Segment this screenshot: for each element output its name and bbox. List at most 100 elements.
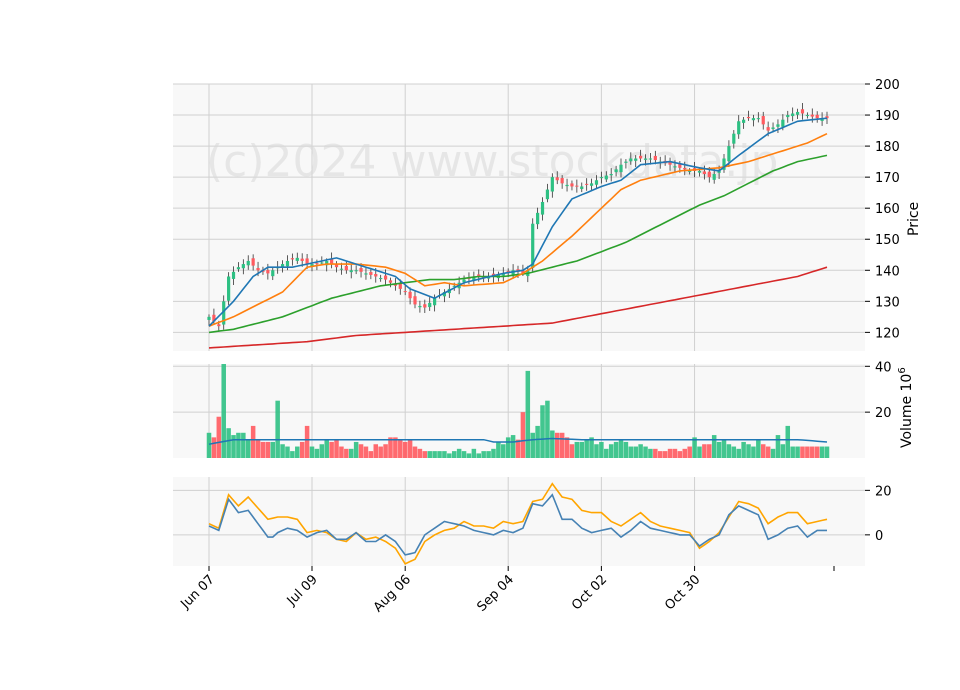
price-panel-bg — [173, 84, 865, 351]
candle-down — [570, 183, 574, 187]
volume-bar — [368, 451, 374, 458]
candle-up — [271, 270, 275, 277]
candle-down — [413, 296, 417, 305]
volume-bar — [657, 451, 663, 458]
volume-bar — [790, 446, 795, 458]
volume-bar — [765, 446, 771, 458]
candle-down — [575, 185, 579, 187]
volume-bar — [275, 400, 280, 458]
candle-up — [732, 133, 736, 144]
candle-down — [398, 283, 402, 289]
candle-down — [800, 109, 805, 114]
volume-bar — [486, 451, 491, 458]
candle-up — [222, 301, 226, 325]
volume-bar — [594, 444, 599, 458]
x-tick-label: Aug 06 — [371, 572, 414, 615]
candle-down — [388, 280, 393, 283]
volume-bar — [628, 446, 634, 458]
candle-down — [305, 258, 309, 265]
volume-bar — [231, 435, 236, 458]
volume-bar — [447, 453, 452, 458]
volume-bar — [250, 425, 256, 458]
price-tick-label: 190 — [875, 109, 900, 124]
candle-down — [815, 114, 819, 119]
volume-bar — [358, 444, 364, 458]
volume-bar — [255, 439, 261, 458]
volume-bar — [510, 435, 516, 458]
candle-up — [742, 119, 746, 123]
watermark: (c)2024 www.stockdata.jp — [206, 136, 778, 187]
candle-up — [285, 260, 290, 267]
candle-up — [619, 164, 623, 173]
candle-up — [442, 292, 447, 297]
volume-bar — [677, 451, 683, 458]
volume-bar — [309, 446, 315, 458]
candle-up — [462, 279, 466, 283]
candle-up — [697, 170, 702, 173]
candle-down — [334, 264, 339, 268]
candle-down — [408, 291, 412, 299]
candle-up — [428, 302, 432, 308]
candle-down — [212, 314, 216, 322]
candle-up — [688, 170, 692, 172]
volume-bar — [819, 446, 825, 458]
volume-bar — [599, 441, 604, 458]
volume-bar — [501, 444, 506, 458]
candle-down — [653, 155, 657, 161]
candle-down — [344, 265, 348, 271]
candle-down — [266, 270, 270, 274]
candle-down — [290, 258, 294, 260]
candle-up — [776, 124, 780, 127]
volume-bar — [554, 432, 560, 458]
x-tick-label: Sep 04 — [474, 572, 517, 615]
volume-bar — [461, 451, 467, 458]
candle-up — [727, 146, 731, 162]
volume-bar — [290, 451, 295, 458]
candle-up — [540, 201, 545, 215]
volume-bar — [618, 439, 624, 458]
candle-down — [251, 258, 255, 266]
candle-up — [565, 184, 569, 187]
volume-bar — [535, 425, 540, 458]
candle-up — [325, 260, 329, 266]
candle-up — [589, 183, 594, 186]
volume-bar — [550, 430, 555, 458]
ma-long-line — [208, 154, 828, 334]
candle-up — [246, 260, 250, 266]
price-tick-label: 180 — [875, 140, 900, 155]
candle-up — [805, 115, 809, 117]
candle-up — [629, 158, 633, 162]
candle-up — [295, 257, 299, 261]
volume-bar — [633, 446, 638, 458]
volume-bar — [496, 441, 501, 458]
candle-up — [364, 273, 368, 275]
candle-up — [280, 264, 285, 268]
volume-bar — [407, 439, 413, 458]
candle-down — [766, 127, 770, 131]
ma-short-line — [208, 117, 828, 327]
candle-down — [746, 116, 751, 119]
candle-up — [501, 273, 505, 276]
price-tick-label: 200 — [875, 78, 900, 93]
volume-bar — [427, 451, 432, 458]
candle-up — [452, 285, 456, 287]
candle-down — [315, 263, 319, 265]
candle-down — [393, 284, 397, 286]
oscillator-panel-bg — [173, 477, 865, 566]
volume-bar — [746, 444, 751, 458]
candle-up — [722, 158, 726, 170]
candle-up — [737, 121, 741, 135]
candle-down — [300, 258, 304, 261]
volume-bar — [687, 446, 692, 458]
candle-down — [639, 155, 643, 159]
volume-bar — [285, 446, 290, 458]
candle-up — [310, 264, 314, 267]
volume-bar — [756, 439, 761, 458]
volume-bar — [339, 446, 344, 458]
volume-bar — [662, 451, 668, 458]
price-tick-label: 150 — [875, 233, 900, 248]
volume-bar — [329, 441, 334, 458]
volume-bar — [569, 444, 575, 458]
volume-bar — [270, 441, 276, 458]
candle-up — [241, 264, 245, 269]
